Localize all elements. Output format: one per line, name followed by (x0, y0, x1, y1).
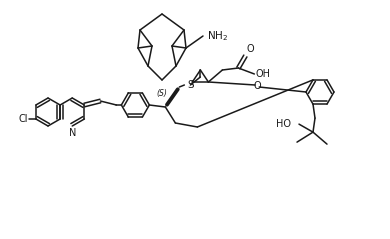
Text: OH: OH (255, 69, 270, 79)
Text: S: S (187, 80, 194, 90)
Text: NH$_2$: NH$_2$ (207, 29, 228, 43)
Text: N: N (69, 127, 76, 137)
Text: (S): (S) (156, 89, 167, 98)
Text: Cl: Cl (18, 114, 28, 124)
Text: O: O (254, 81, 261, 91)
Text: O: O (246, 44, 254, 54)
Text: HO: HO (276, 119, 291, 129)
